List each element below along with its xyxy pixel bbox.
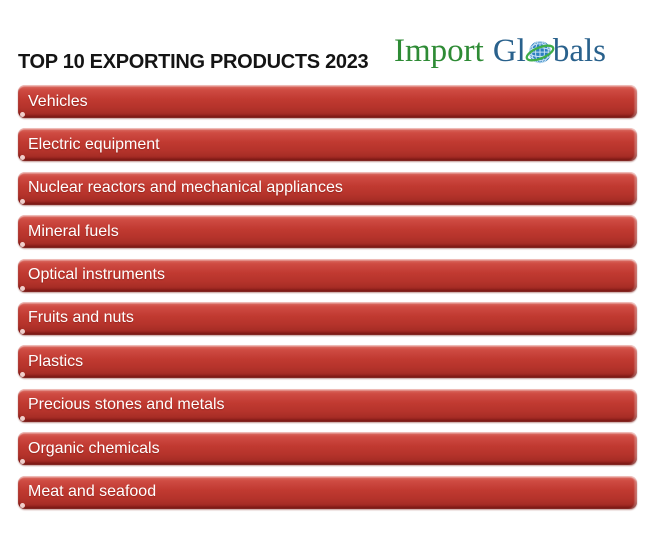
page-title: TOP 10 EXPORTING PRODUCTS 2023: [18, 51, 369, 73]
brand-logo: Import Gl bals: [394, 30, 606, 72]
list-item: Organic chemicals: [18, 432, 637, 466]
product-label: Plastics: [28, 352, 84, 370]
list-item: Plastics: [18, 345, 637, 379]
list-item: Vehicles: [18, 85, 637, 118]
product-label: Meat and seafood: [28, 483, 157, 501]
logo-text-bals: bals: [552, 32, 606, 69]
list-item: Optical instruments: [18, 258, 637, 292]
list-item: Fruits and nuts: [18, 301, 637, 335]
globe-icon: [525, 40, 555, 63]
product-label: Nuclear reactors and mechanical applianc…: [28, 179, 343, 197]
logo-text-import: Import: [394, 32, 484, 69]
product-label: Organic chemicals: [28, 439, 160, 457]
product-label: Optical instruments: [28, 266, 165, 284]
list-item: Electric equipment: [18, 128, 637, 162]
product-label: Fruits and nuts: [28, 309, 134, 327]
list-item: Precious stones and metals: [18, 388, 637, 422]
list-item: Meat and seafood: [18, 475, 637, 509]
product-list: Vehicles Electric equipment Nuclear reac…: [18, 85, 637, 519]
product-label: Vehicles: [28, 92, 88, 110]
list-item: Nuclear reactors and mechanical applianc…: [18, 171, 637, 205]
product-label: Mineral fuels: [28, 222, 119, 240]
logo-text-gl: Gl: [492, 32, 526, 69]
product-label: Precious stones and metals: [28, 396, 225, 414]
product-label: Electric equipment: [28, 135, 160, 153]
list-item: Mineral fuels: [18, 215, 637, 249]
